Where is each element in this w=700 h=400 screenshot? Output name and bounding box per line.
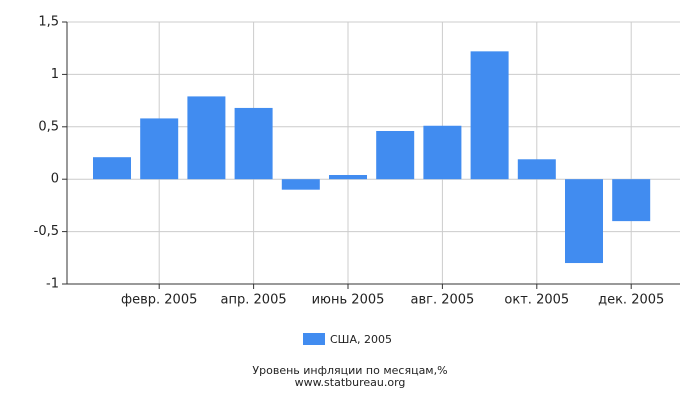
x-tick-label: авг. 2005 <box>410 293 474 308</box>
x-tick-label: февр. 2005 <box>121 293 197 308</box>
bar <box>187 96 226 180</box>
bar <box>140 118 179 180</box>
x-tick-label: апр. 2005 <box>221 293 287 308</box>
y-tick-label: 0,5 <box>38 119 59 134</box>
x-tick-label: июнь 2005 <box>312 293 385 308</box>
legend-label: США, 2005 <box>330 333 392 346</box>
bar <box>376 130 415 180</box>
y-tick-label: 0 <box>51 172 59 187</box>
bar <box>234 107 273 180</box>
y-tick-label: -0,5 <box>34 224 59 239</box>
bar <box>612 179 651 222</box>
bar <box>565 179 603 264</box>
x-tick-label: окт. 2005 <box>504 293 569 308</box>
y-tick-label: 1 <box>51 67 59 82</box>
bar <box>281 179 320 190</box>
y-tick-label: -1 <box>46 277 59 292</box>
chart-title: Уровень инфляции по месяцам,% <box>252 364 447 377</box>
bar <box>470 51 509 180</box>
chart-subtitle: www.statbureau.org <box>295 376 406 389</box>
legend-swatch <box>303 333 325 345</box>
bar <box>517 159 556 180</box>
x-tick-label: дек. 2005 <box>598 293 664 308</box>
bar <box>93 157 131 180</box>
bar <box>329 175 367 180</box>
y-tick-label: 1,5 <box>38 15 59 30</box>
bar <box>423 125 462 180</box>
